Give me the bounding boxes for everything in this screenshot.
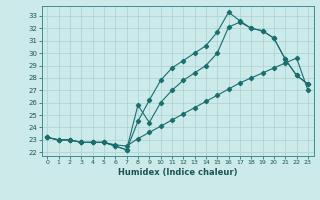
X-axis label: Humidex (Indice chaleur): Humidex (Indice chaleur) bbox=[118, 168, 237, 177]
